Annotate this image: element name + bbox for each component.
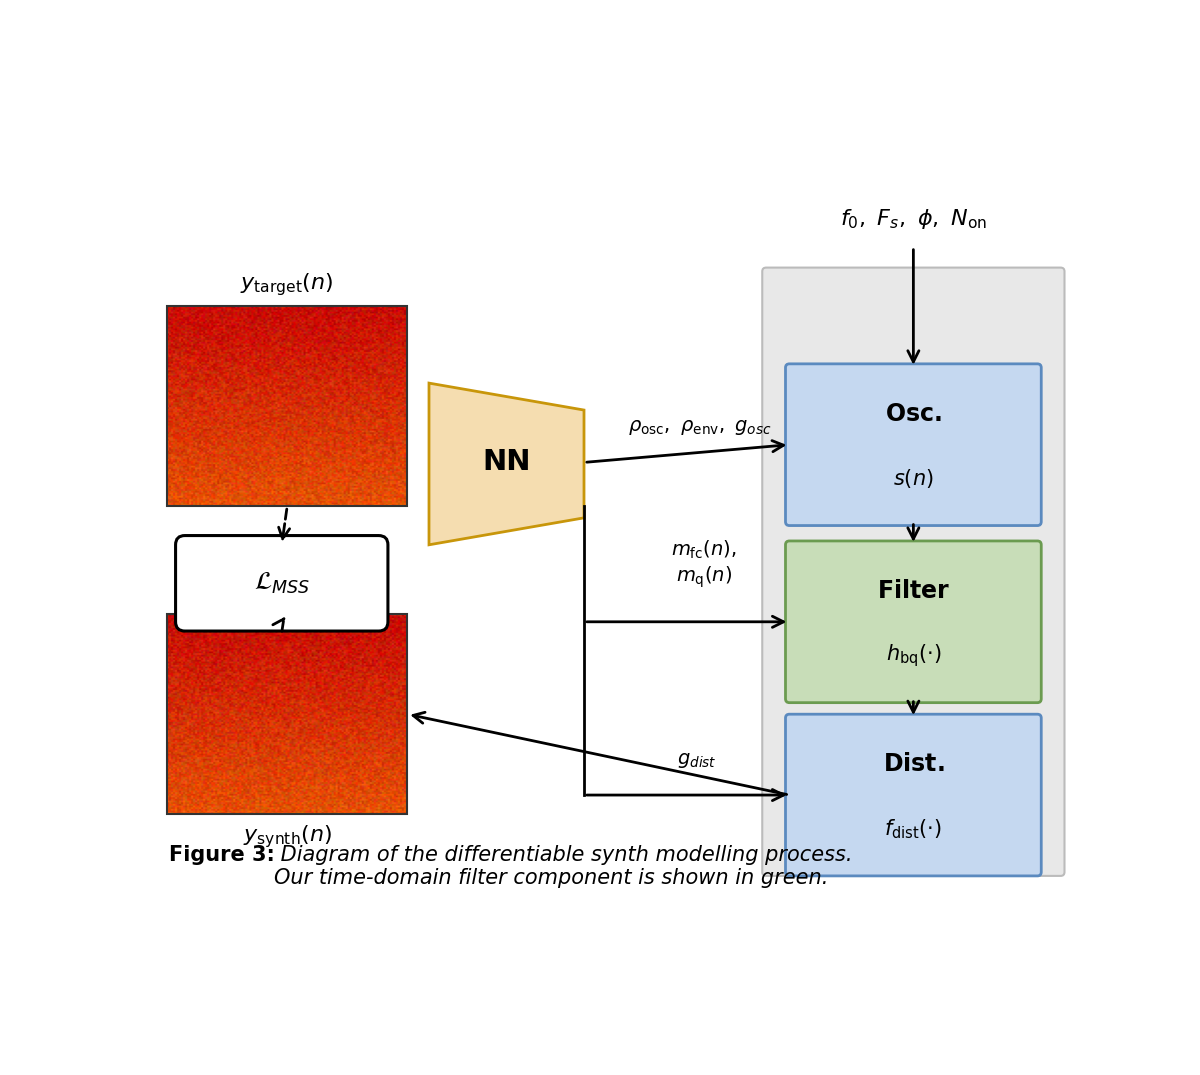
FancyBboxPatch shape xyxy=(786,541,1042,703)
Text: $\mathbf{Filter}$: $\mathbf{Filter}$ xyxy=(877,579,950,603)
Text: $y_\mathrm{synth}(n)$: $y_\mathrm{synth}(n)$ xyxy=(242,823,331,850)
FancyBboxPatch shape xyxy=(786,363,1042,526)
Polygon shape xyxy=(430,383,584,545)
Text: $\mathbf{Osc.}$: $\mathbf{Osc.}$ xyxy=(886,402,942,426)
Text: Diagram of the differentiable synth modelling process.
Our time-domain filter co: Diagram of the differentiable synth mode… xyxy=(274,845,852,888)
Text: NN: NN xyxy=(482,448,530,476)
Text: $h_\mathrm{bq}(\cdot)$: $h_\mathrm{bq}(\cdot)$ xyxy=(886,642,941,669)
Text: $m_\mathrm{fc}(n),$
$m_\mathrm{q}(n)$: $m_\mathrm{fc}(n),$ $m_\mathrm{q}(n)$ xyxy=(671,539,737,590)
Bar xyxy=(167,614,407,814)
Text: $f_\mathrm{dist}(\cdot)$: $f_\mathrm{dist}(\cdot)$ xyxy=(884,817,942,841)
Text: $\mathcal{L}_{MSS}$: $\mathcal{L}_{MSS}$ xyxy=(253,571,310,596)
FancyBboxPatch shape xyxy=(762,268,1064,876)
Text: $s(n)$: $s(n)$ xyxy=(893,467,934,490)
Bar xyxy=(167,306,407,506)
Text: $y_\mathrm{target}(n)$: $y_\mathrm{target}(n)$ xyxy=(240,272,334,299)
FancyBboxPatch shape xyxy=(175,535,388,631)
Text: $\mathbf{Dist.}$: $\mathbf{Dist.}$ xyxy=(882,752,944,776)
Text: $\rho_\mathrm{osc},\ \rho_\mathrm{env},\ g_{osc}$: $\rho_\mathrm{osc},\ \rho_\mathrm{env},\… xyxy=(629,418,772,438)
Text: $g_{dist}$: $g_{dist}$ xyxy=(677,751,716,770)
Text: $f_0,\ F_s,\ \phi,\ N_\mathrm{on}$: $f_0,\ F_s,\ \phi,\ N_\mathrm{on}$ xyxy=(840,207,986,231)
FancyBboxPatch shape xyxy=(786,714,1042,876)
Text: Figure 3:: Figure 3: xyxy=(169,845,275,865)
